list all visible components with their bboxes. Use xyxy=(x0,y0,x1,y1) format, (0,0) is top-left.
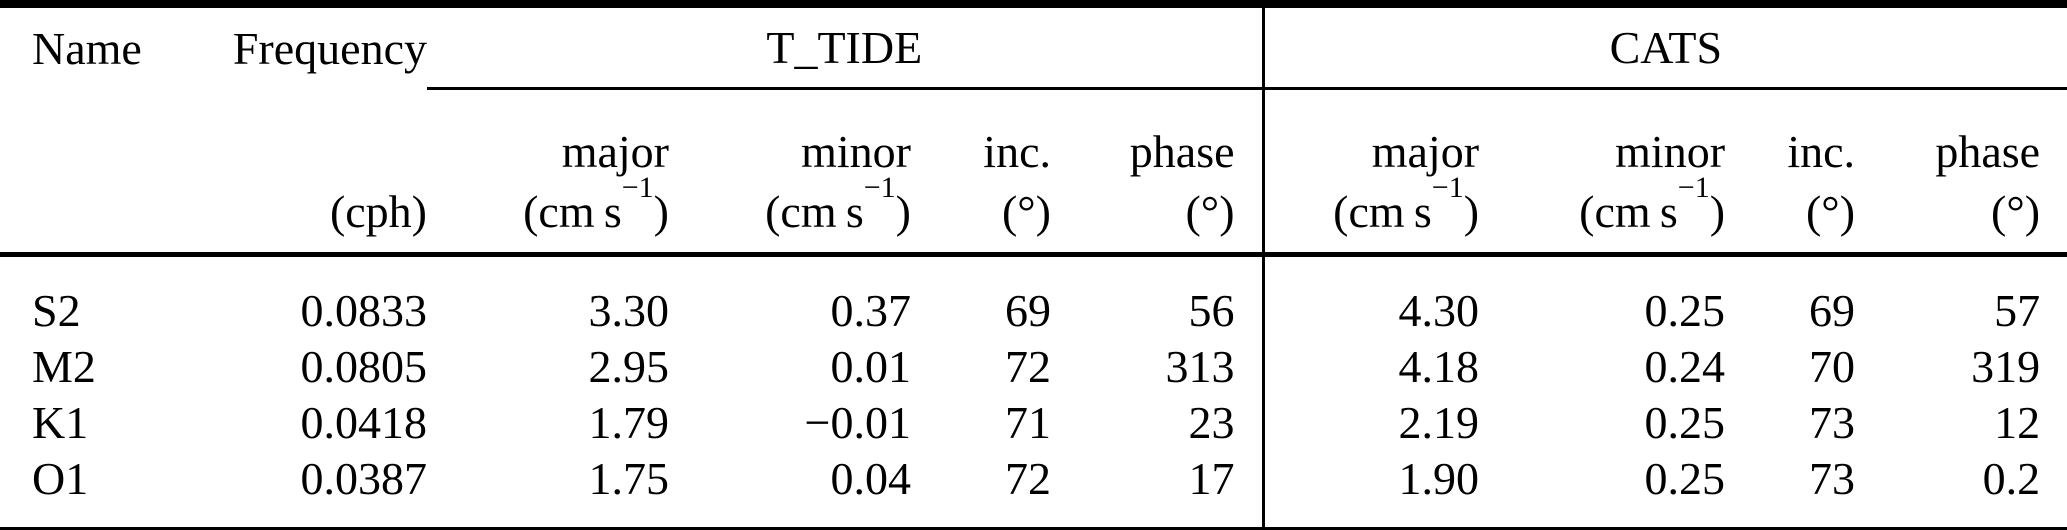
col-header-frequency: Frequency xyxy=(232,22,427,74)
cats-inc-cell: 70 xyxy=(1809,341,1856,392)
subheader-cats-minor: minor (cm s−1) xyxy=(1479,88,1726,257)
unit-superscript: −1 xyxy=(1677,171,1710,205)
subcol-label: major xyxy=(561,126,669,177)
cats-major-cell: 4.30 xyxy=(1261,254,1480,339)
subheader-ttide-minor: minor (cm s−1) xyxy=(669,88,911,257)
subcol-unit: (cm s−1) xyxy=(1479,173,1726,242)
cats-major-cell: 4.18 xyxy=(1261,339,1480,395)
table-body: S2 0.0833 3.30 0.37 69 56 4.30 0.25 69 5… xyxy=(0,254,2067,530)
subcol-unit: (°) xyxy=(1805,186,1856,237)
cats-minor-cell: 0.25 xyxy=(1644,285,1726,336)
unit-superscript: −1 xyxy=(863,171,896,205)
cats-inc-cell: 73 xyxy=(1809,453,1856,504)
table-row: M2 0.0805 2.95 0.01 72 313 4.18 0.24 70 … xyxy=(0,339,2067,395)
unit-text: ) xyxy=(1709,186,1726,237)
cats-minor-cell: 0.25 xyxy=(1644,397,1726,448)
table-row: K1 0.0418 1.79 −0.01 71 23 2.19 0.25 73 … xyxy=(0,395,2067,451)
ttide-inc-cell: 69 xyxy=(1005,285,1051,336)
subcol-label: inc. xyxy=(1787,126,1856,177)
ttide-major-cell: 2.95 xyxy=(588,341,670,392)
frequency-cell: 0.0387 xyxy=(300,453,428,504)
frequency-unit: (cph) xyxy=(329,186,427,237)
table-header: Name Frequency T_TIDE CATS (cph) major (… xyxy=(0,4,2067,257)
table-row: O1 0.0387 1.75 0.04 72 17 1.90 0.25 73 0… xyxy=(0,451,2067,530)
subcol-unit: (°) xyxy=(1185,186,1235,237)
unit-text: ) xyxy=(895,186,911,237)
cats-major-cell: 1.90 xyxy=(1261,451,1480,530)
unit-text: (cm s xyxy=(1333,186,1432,237)
ttide-major-cell: 1.75 xyxy=(588,453,670,504)
ttide-phase-cell: 17 xyxy=(1188,453,1235,504)
empty-cell xyxy=(0,88,180,257)
cats-major-cell: 2.19 xyxy=(1261,395,1480,451)
name-cell: S2 xyxy=(32,285,81,336)
unit-text: ) xyxy=(653,186,669,237)
ttide-major-cell: 3.30 xyxy=(588,285,670,336)
cats-phase-cell: 0.2 xyxy=(1982,453,2041,504)
subheader-ttide-inc: inc. (°) xyxy=(911,88,1051,257)
subheader-cats-major: major (cm s−1) xyxy=(1261,88,1480,257)
col-header-name: Name xyxy=(32,22,142,74)
subcol-label: phase xyxy=(1129,126,1235,177)
subcol-unit: (°) xyxy=(1001,186,1051,237)
group-header-cats: CATS xyxy=(1261,4,2067,90)
ttide-minor-cell: −0.01 xyxy=(804,397,911,448)
name-cell: O1 xyxy=(32,453,89,504)
subcol-label: phase xyxy=(1935,126,2041,177)
ttide-inc-cell: 72 xyxy=(1005,341,1051,392)
frequency-cell: 0.0418 xyxy=(300,397,428,448)
ttide-minor-cell: 0.01 xyxy=(830,341,912,392)
cats-minor-cell: 0.24 xyxy=(1644,341,1726,392)
name-cell: M2 xyxy=(32,341,96,392)
unit-text: (cm s xyxy=(765,186,864,237)
group-header-t-tide: T_TIDE xyxy=(427,4,1264,90)
ttide-major-cell: 1.79 xyxy=(588,397,670,448)
col-header-frequency-unit: (cph) xyxy=(180,88,427,257)
name-cell: K1 xyxy=(32,397,89,448)
ttide-inc-cell: 72 xyxy=(1005,453,1051,504)
subcol-unit: (cm s−1) xyxy=(427,173,669,242)
ttide-phase-cell: 313 xyxy=(1165,341,1235,392)
ttide-phase-cell: 56 xyxy=(1188,285,1235,336)
unit-superscript: −1 xyxy=(1431,171,1464,205)
unit-text: (cm s xyxy=(1579,186,1678,237)
unit-text: (cm s xyxy=(523,186,622,237)
ttide-inc-cell: 71 xyxy=(1005,397,1051,448)
unit-superscript: −1 xyxy=(621,171,654,205)
group-header-row: Name Frequency T_TIDE CATS xyxy=(0,4,2067,90)
subheader-cats-inc: inc. (°) xyxy=(1725,88,1856,257)
cats-inc-cell: 73 xyxy=(1809,397,1856,448)
subcol-label: minor xyxy=(1615,126,1726,177)
frequency-cell: 0.0833 xyxy=(300,285,428,336)
subcol-label: major xyxy=(1371,126,1480,177)
cats-minor-cell: 0.25 xyxy=(1644,453,1726,504)
subheader-ttide-phase: phase (°) xyxy=(1051,88,1264,257)
unit-text: ) xyxy=(1463,186,1480,237)
subcol-unit: (°) xyxy=(1991,186,2041,237)
cats-phase-cell: 12 xyxy=(1994,397,2041,448)
subcol-unit: (cm s−1) xyxy=(669,173,911,242)
subcol-label: minor xyxy=(801,126,911,177)
frequency-cell: 0.0805 xyxy=(300,341,428,392)
cats-phase-cell: 319 xyxy=(1971,341,2041,392)
ttide-minor-cell: 0.04 xyxy=(830,453,912,504)
subheader-row: (cph) major (cm s−1) minor (cm s−1) inc.… xyxy=(0,88,2067,257)
ttide-phase-cell: 23 xyxy=(1188,397,1235,448)
cats-inc-cell: 69 xyxy=(1809,285,1856,336)
subcol-label: inc. xyxy=(983,126,1051,177)
cats-phase-cell: 57 xyxy=(1994,285,2041,336)
ttide-minor-cell: 0.37 xyxy=(830,285,912,336)
subcol-unit: (cm s−1) xyxy=(1265,173,1480,242)
table-row: S2 0.0833 3.30 0.37 69 56 4.30 0.25 69 5… xyxy=(0,254,2067,339)
subheader-cats-phase: phase (°) xyxy=(1855,88,2067,257)
subheader-ttide-major: major (cm s−1) xyxy=(427,88,669,257)
